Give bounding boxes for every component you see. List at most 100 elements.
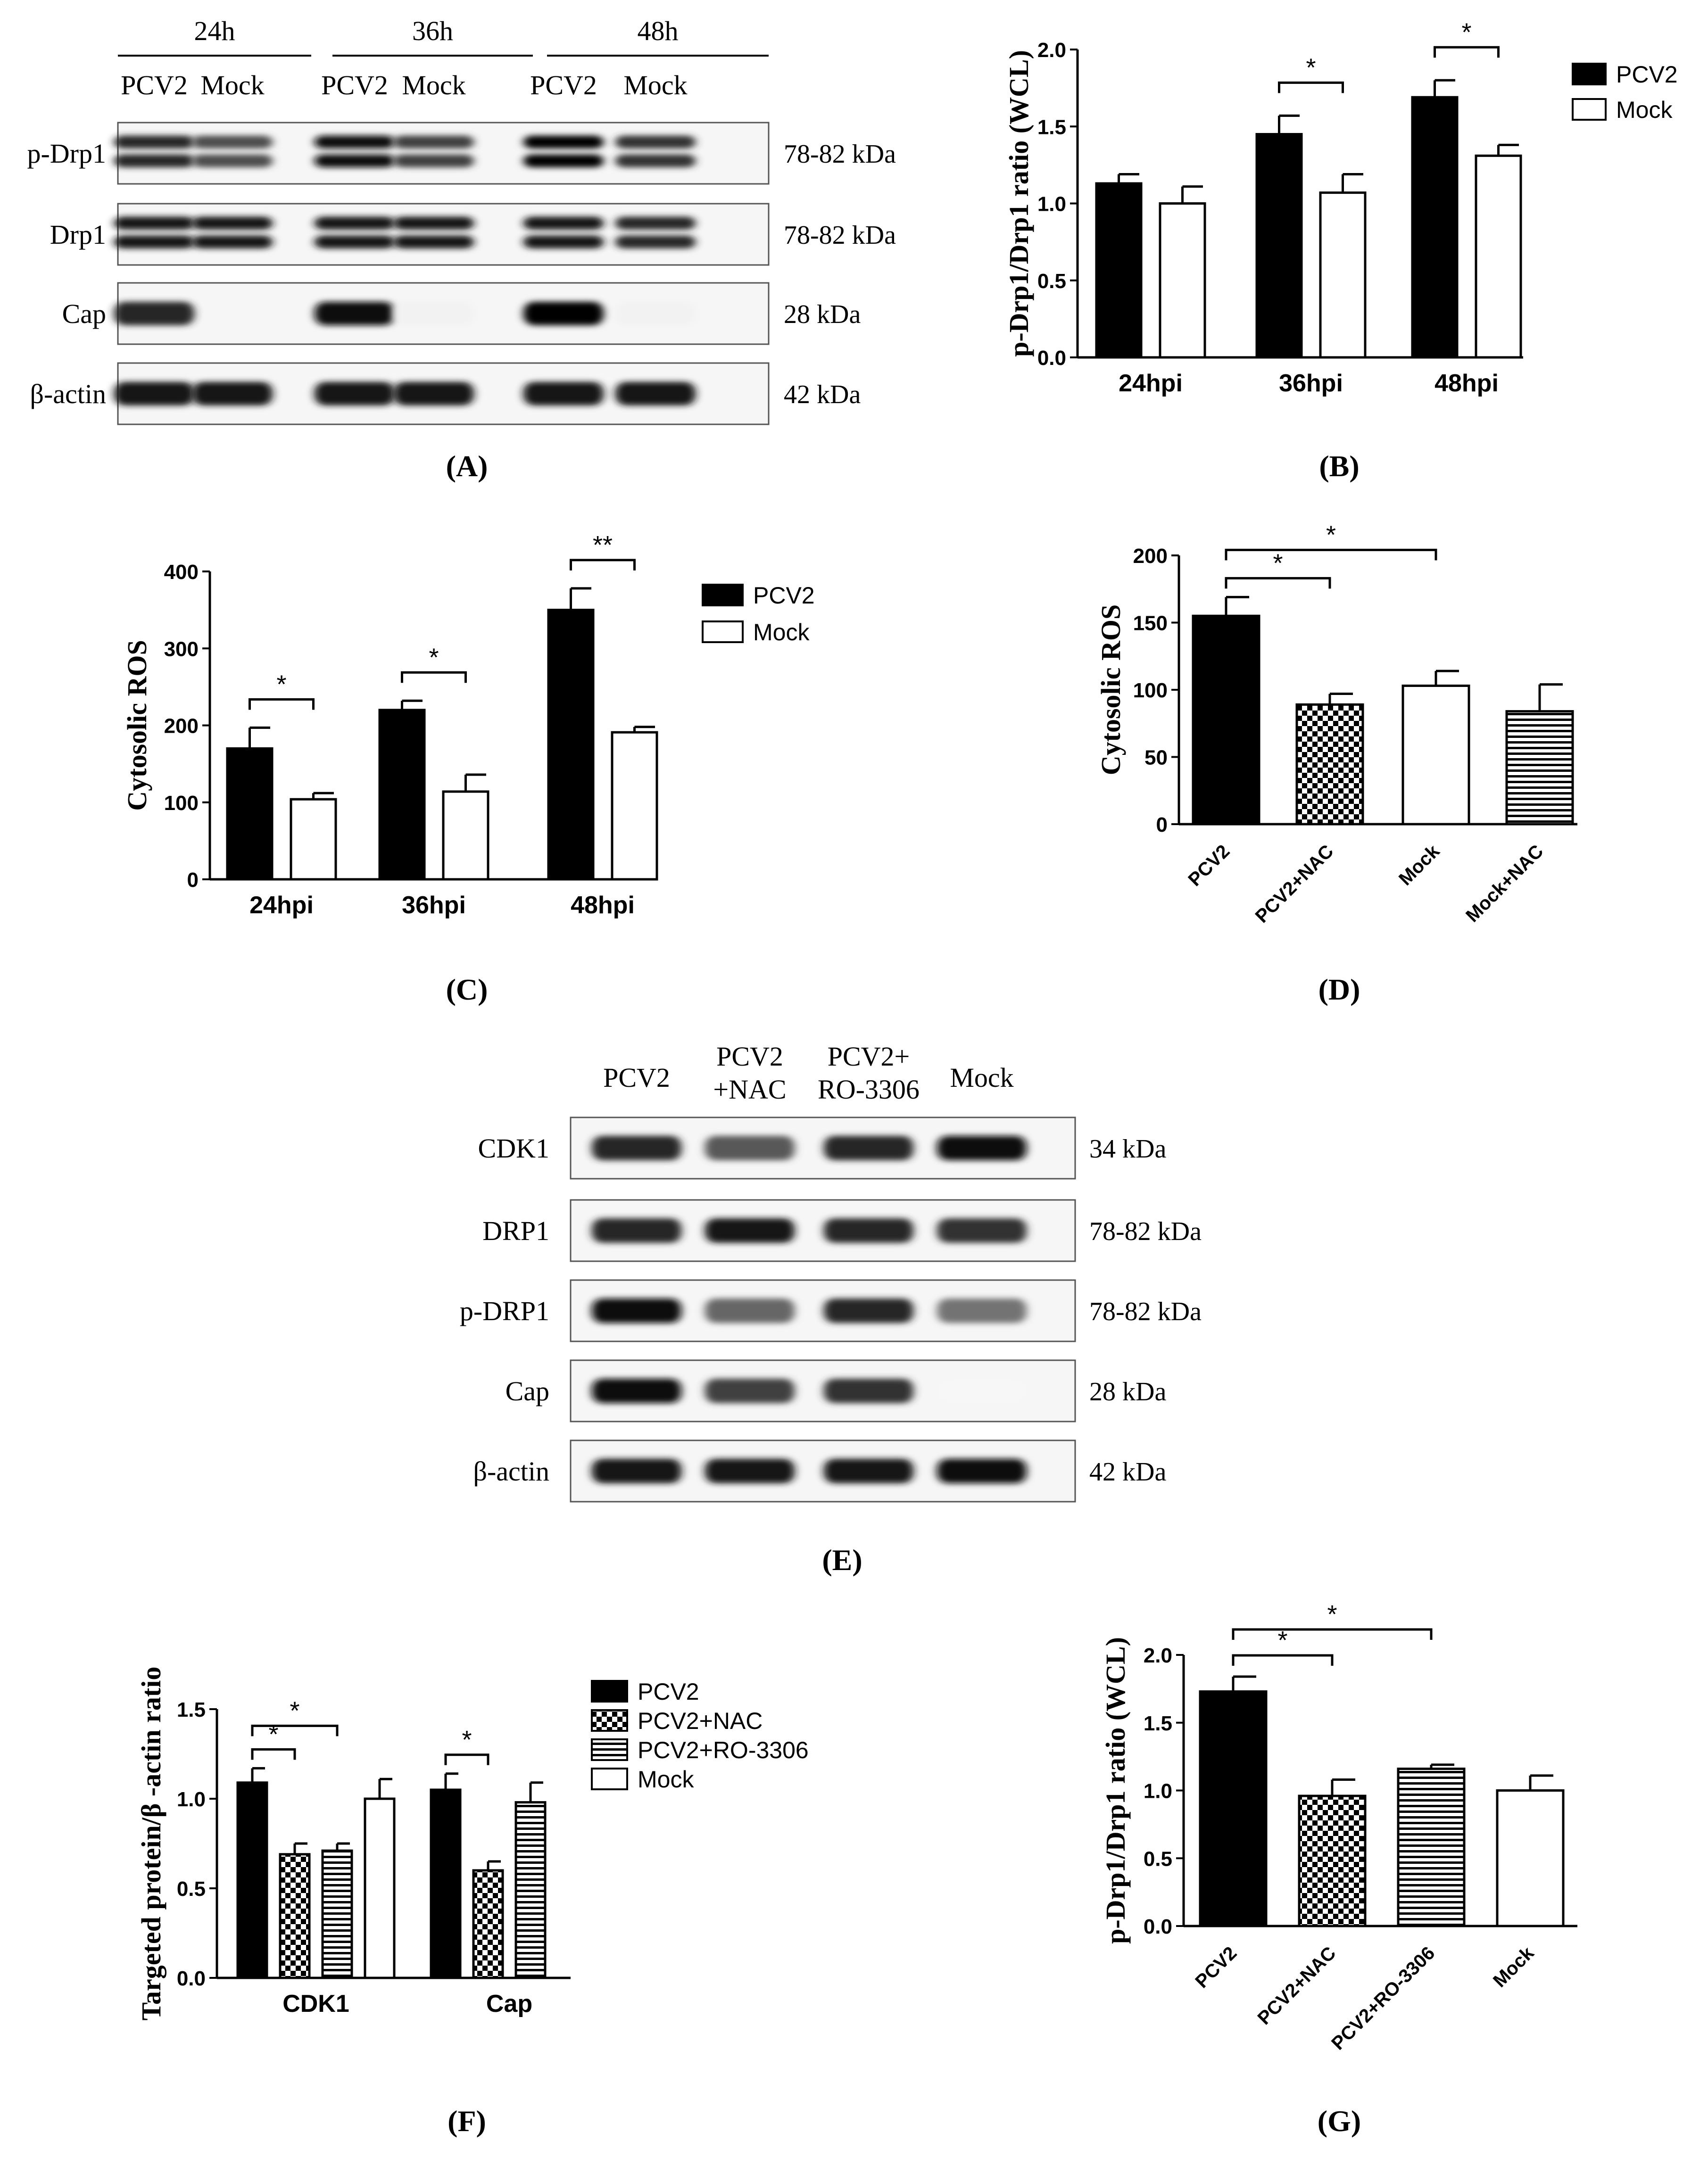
blot-band	[615, 235, 696, 248]
significance-bracket	[1225, 577, 1331, 589]
blot-band	[937, 1298, 1027, 1323]
blot-band	[315, 382, 395, 405]
blot-band	[315, 216, 395, 230]
lane-label: PCV2	[603, 1062, 670, 1093]
blot-size-label: 42 kDa	[1089, 1457, 1166, 1487]
significance-label: *	[1327, 1600, 1337, 1629]
bar	[1192, 614, 1260, 826]
blot-band	[705, 1459, 795, 1483]
lane-label: RO-3306	[818, 1074, 920, 1105]
blot-band	[394, 216, 474, 230]
lane-label: PCV2	[121, 70, 188, 100]
significance-bracket	[1225, 548, 1437, 561]
blot-band	[192, 154, 273, 167]
blot-band	[592, 1218, 681, 1243]
legend-label: PCV2	[638, 1678, 699, 1705]
y-axis-label: Cytosolic ROS	[1095, 604, 1126, 776]
bar	[1159, 202, 1206, 359]
blot-row-label: p-Drp1	[27, 138, 106, 169]
blot-row-label: CDK1	[478, 1133, 549, 1164]
x-tick-label: 36hpi	[402, 892, 466, 919]
lane-label: +NAC	[713, 1074, 786, 1105]
panel-label-e: (E)	[822, 1543, 862, 1577]
blot-panel-a: 24h 36h 48h PCV2 Mock PCV2 Mock PCV2 Mock p-Drp1 7…	[27, 16, 896, 425]
blot-band	[824, 1459, 913, 1483]
bar	[279, 1853, 311, 1979]
y-axis-label: Cytosolic ROS	[122, 640, 152, 811]
blot-band	[937, 1379, 1027, 1403]
significance-bracket	[570, 559, 636, 571]
chart-panel-g: 0.0 0.5 1.0 1.5 2.0 p-Drp1/Drp1 ratio (WCL) PC…	[1100, 1600, 1577, 2054]
bar	[1505, 710, 1574, 826]
blot-band	[937, 1136, 1027, 1160]
blot-size-label: 34 kDa	[1089, 1134, 1166, 1164]
blot-row-frame	[117, 203, 770, 266]
legend-swatch	[1572, 63, 1607, 85]
blot-size-label: 28 kDa	[1089, 1377, 1166, 1406]
y-tick-label: 1.5	[1144, 1712, 1172, 1735]
blot-size-label: 78-82 kDa	[784, 140, 896, 169]
panel-label-g: (G)	[1318, 2104, 1361, 2138]
bar	[1496, 1789, 1565, 1927]
bar	[226, 747, 274, 881]
blot-band	[114, 216, 194, 230]
blot-size-label: 28 kDa	[784, 300, 861, 329]
blot-band	[523, 382, 604, 405]
significance-label: **	[593, 531, 613, 559]
blot-band	[315, 302, 395, 325]
blot-row-label: Cap	[506, 1376, 549, 1406]
blot-band	[394, 302, 474, 325]
bar	[442, 790, 489, 881]
legend-swatch	[702, 620, 744, 643]
blot-band	[394, 135, 474, 149]
significance-bracket	[1434, 46, 1500, 58]
x-tick-label: PCV2	[1191, 1943, 1241, 1992]
bar	[321, 1849, 353, 1979]
bar	[611, 731, 658, 881]
bar	[1295, 703, 1364, 826]
blot-band	[615, 154, 696, 167]
y-tick-label: 0.5	[1144, 1847, 1172, 1870]
x-tick-label: PCV2	[1184, 841, 1234, 890]
chart-panel-d: 0 50 100 150 200 Cytosolic ROS PCV2 PCV2+NAC Moc…	[1095, 521, 1577, 927]
lane-label: Mock	[200, 70, 264, 100]
panel-label-c: (C)	[446, 973, 488, 1006]
bar	[547, 609, 595, 881]
y-tick-label: 1.0	[1037, 193, 1066, 216]
significance-label: *	[1326, 521, 1336, 549]
bar	[430, 1788, 462, 1979]
y-tick-label: 2.0	[1144, 1644, 1172, 1667]
y-tick-label: 0.0	[1037, 347, 1066, 370]
blot-band	[114, 302, 194, 325]
bar	[514, 1801, 547, 1979]
significance-label: *	[276, 670, 286, 698]
blot-band	[394, 235, 474, 248]
blot-band	[592, 1459, 681, 1483]
timepoint-label: 48h	[638, 16, 679, 46]
blot-row-label: DRP1	[482, 1215, 549, 1246]
bar	[1319, 191, 1367, 359]
timepoint-label: 36h	[412, 16, 453, 46]
x-tick-label: 24hpi	[249, 892, 314, 919]
y-tick-label: 1.0	[177, 1788, 206, 1811]
bar	[1397, 1768, 1466, 1927]
blot-row-label: p-DRP1	[460, 1296, 549, 1326]
y-tick-label: 50	[1144, 746, 1168, 769]
x-tick-label: Mock	[1489, 1943, 1538, 1992]
timepoint-label: 24h	[194, 16, 235, 46]
bar	[364, 1797, 396, 1979]
y-tick-label: 0.0	[177, 1967, 206, 1990]
blot-band	[114, 235, 194, 248]
significance-bracket	[1232, 1628, 1433, 1640]
legend-swatch	[591, 1738, 628, 1761]
chart-panel-c: 0 100 200 300 400 Cytosolic ROS 24hpi 36hpi 48hp…	[122, 531, 815, 919]
y-tick-label: 150	[1133, 612, 1168, 635]
legend-label: PCV2+NAC	[638, 1708, 763, 1734]
blot-band	[824, 1298, 913, 1323]
legend-label: PCV2	[1616, 61, 1678, 88]
y-tick-label: 2.0	[1037, 39, 1066, 62]
blot-band	[615, 302, 696, 325]
x-tick-label: CDK1	[282, 1990, 349, 2017]
x-tick-label: PCV2+NAC	[1252, 841, 1338, 927]
